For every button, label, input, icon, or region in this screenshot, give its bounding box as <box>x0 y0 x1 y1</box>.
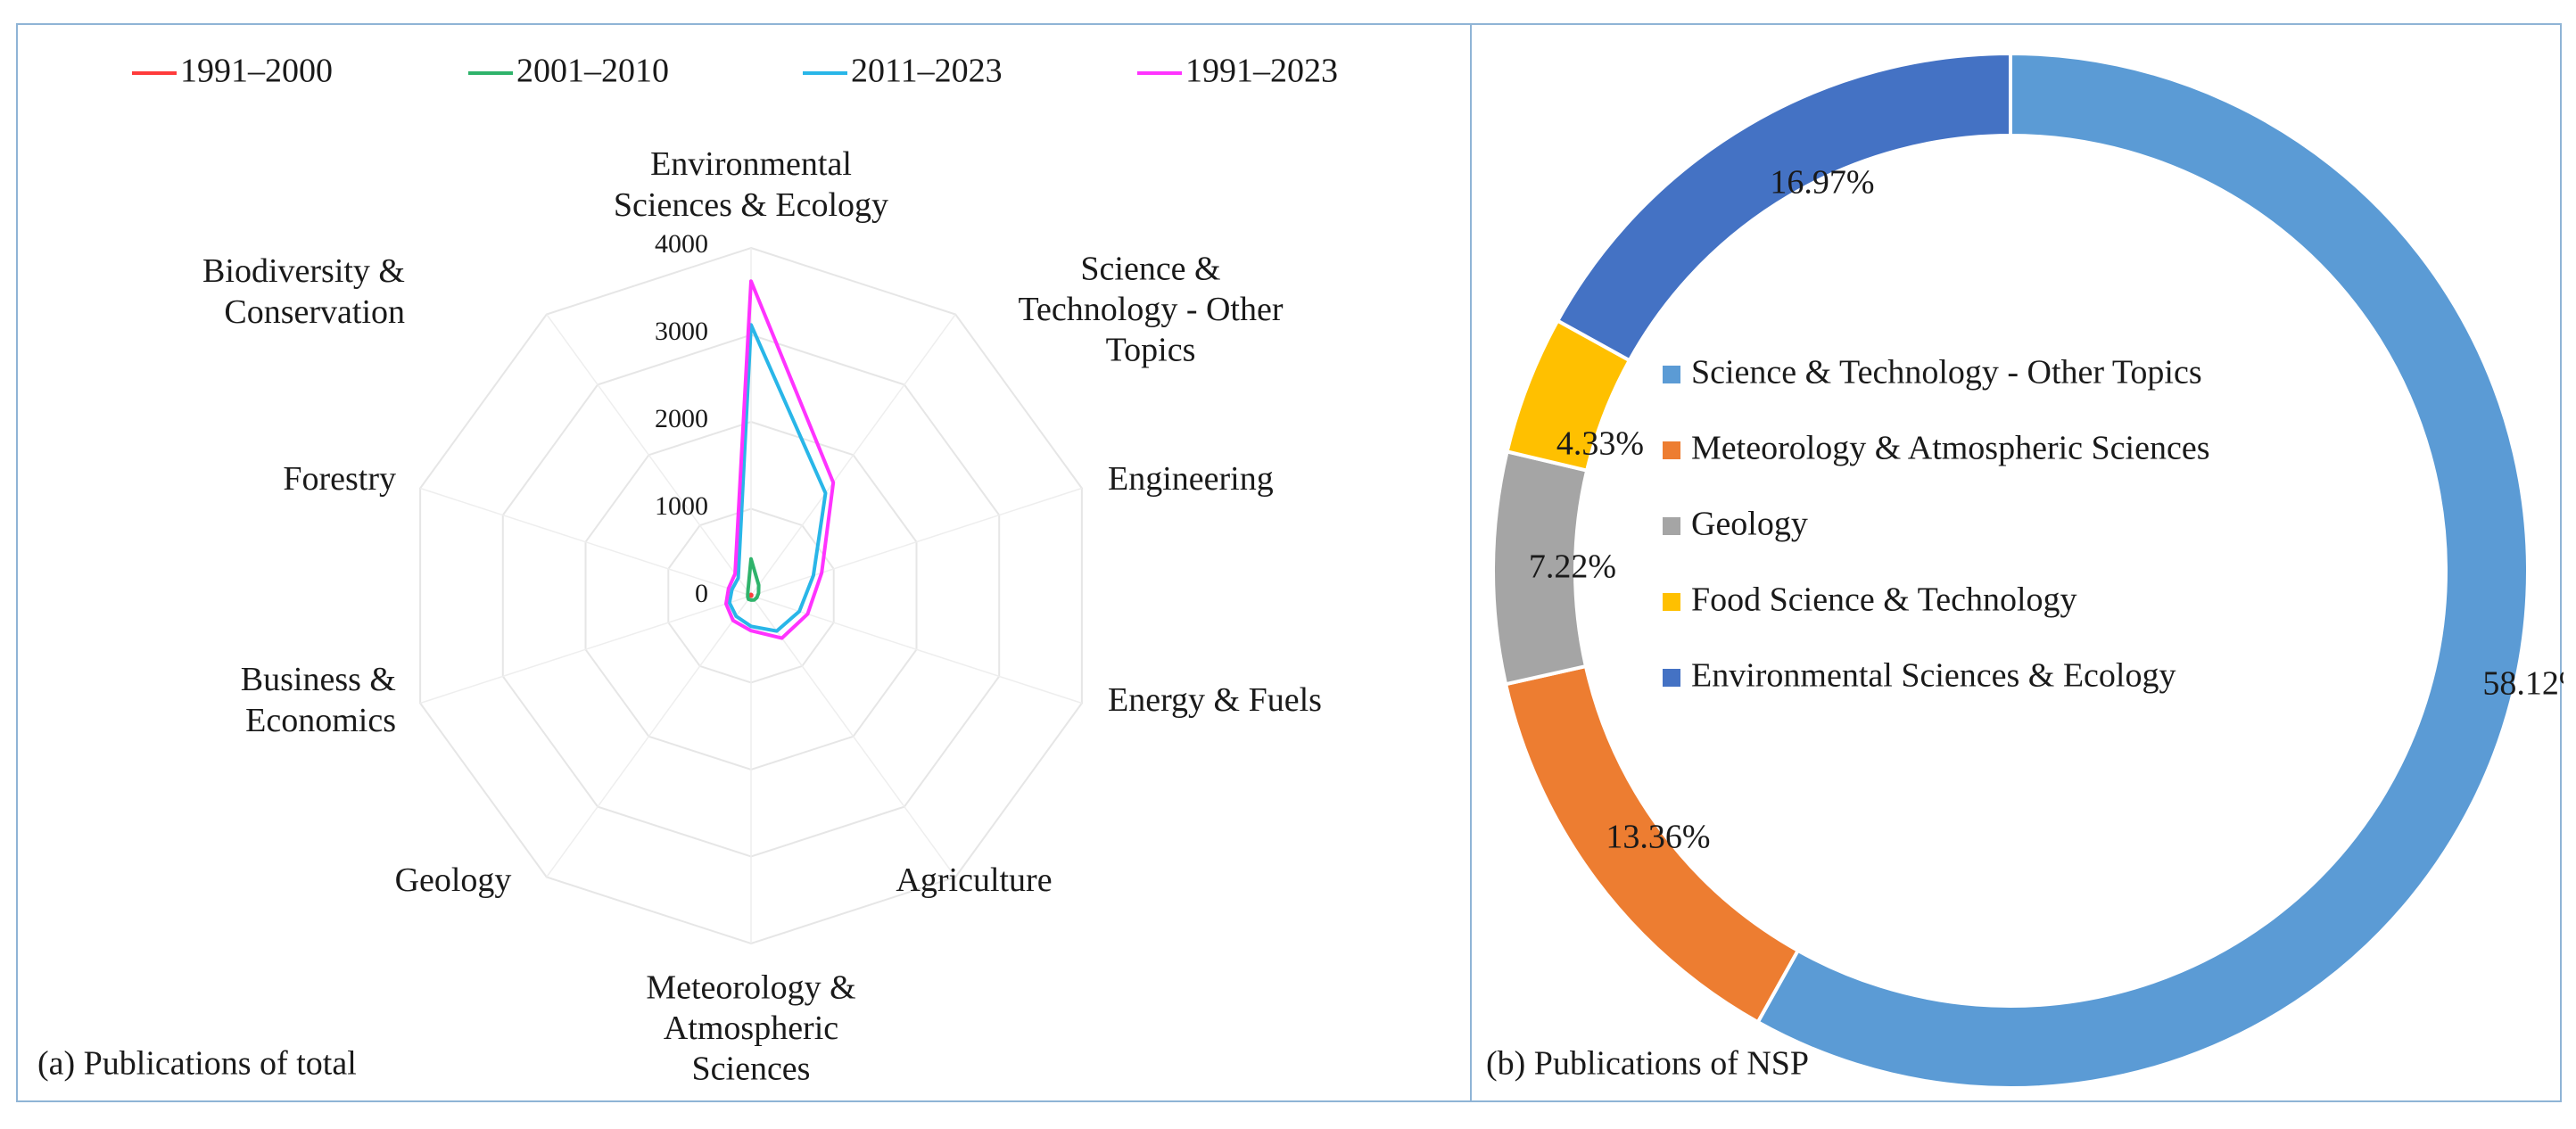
radial-tick-label: 2000 <box>655 404 708 433</box>
radar-spoke <box>750 487 1083 597</box>
donut-legend-entry: Geology <box>1663 506 1808 543</box>
radar-axis-label: Engineering <box>1108 460 1274 498</box>
radar-series-2 <box>727 323 828 633</box>
radar-axis-label: Forestry <box>283 460 396 498</box>
donut-data-label: 58.12% <box>2482 665 2564 703</box>
donut-legend-label: Meteorology & Atmospheric Sciences <box>1691 430 2210 467</box>
donut-chart: 58.12% 13.36% 7.22% 4.33% 16.97% Science & Te… <box>1486 51 2564 1090</box>
radar-axis-label: Agriculture <box>896 861 1052 899</box>
radial-tick-label: 0 <box>695 579 708 608</box>
legend-label: 1991–2000 <box>180 53 333 90</box>
radar-series-3 <box>724 279 836 640</box>
radar-spoke <box>419 595 752 705</box>
radar-spoke <box>750 314 956 597</box>
donut-legend-label: Food Science & Technology <box>1691 581 2077 619</box>
donut-slice <box>1755 51 2530 1090</box>
radar-series-0 <box>748 592 754 598</box>
donut-data-label: 16.97% <box>1770 164 1874 202</box>
radial-tick-label: 3000 <box>655 317 708 346</box>
donut-legend-label: Science & Technology - Other Topics <box>1691 354 2202 391</box>
donut-legend-swatch <box>1663 366 1680 383</box>
radar-panel: 0 1000 2000 3000 4000 Environmental Sciences &… <box>16 23 1472 1102</box>
radar-axis-label: Geology <box>395 861 512 899</box>
radar-spoke <box>750 595 956 878</box>
donut-slice <box>1555 51 2012 363</box>
donut-data-label: 13.36% <box>1606 819 1710 856</box>
radar-axis-label: Energy & Fuels <box>1108 681 1322 719</box>
legend-label: 2011–2023 <box>851 53 1003 90</box>
panel-b-caption: (b) Publications of NSP <box>1486 1045 1809 1083</box>
donut-data-label: 7.22% <box>1529 548 1616 586</box>
donut-panel: 58.12% 13.36% 7.22% 4.33% 16.97% Science & Te… <box>1470 23 2564 1102</box>
legend-entry: 2011–2023 <box>803 53 1003 90</box>
donut-legend-label: Geology <box>1691 506 1808 543</box>
radar-chart: 0 1000 2000 3000 4000 Environmental Sciences &… <box>37 53 1338 1088</box>
radar-spoke <box>546 314 752 597</box>
legend-entry: 2001–2010 <box>468 53 669 90</box>
legend-entry: 1991–2023 <box>1137 53 1338 90</box>
legend-label: 2001–2010 <box>516 53 669 90</box>
radar-axis-label: Meteorology & Atmospheric Sciences <box>646 968 855 1087</box>
radar-axis-label: Business & Economics <box>241 661 396 739</box>
donut-legend-entry: Meteorology & Atmospheric Sciences <box>1663 430 2210 467</box>
donut-legend-swatch <box>1663 593 1680 611</box>
radar-spoke <box>546 595 752 878</box>
radial-tick-label: 1000 <box>655 491 708 521</box>
donut-legend-swatch <box>1663 441 1680 459</box>
panel-a-caption: (a) Publications of total <box>37 1045 357 1083</box>
donut-legend-swatch <box>1663 669 1680 687</box>
donut-legend-label: Environmental Sciences & Ecology <box>1691 657 2176 695</box>
radial-tick-label: 4000 <box>655 229 708 259</box>
donut-data-label: 4.33% <box>1556 425 1644 463</box>
donut-legend-entry: Food Science & Technology <box>1663 581 2077 619</box>
donut-legend-swatch <box>1663 517 1680 535</box>
radar-axis-label: Science & Technology - Other Topics <box>1018 250 1283 368</box>
donut-legend-entry: Science & Technology - Other Topics <box>1663 354 2202 391</box>
legend-entry: 1991–2000 <box>132 53 333 90</box>
radar-series-1 <box>746 556 761 602</box>
radar-axis-label: Environmental Sciences & Ecology <box>614 145 888 224</box>
legend-label: 1991–2023 <box>1185 53 1338 90</box>
donut-legend-entry: Environmental Sciences & Ecology <box>1663 657 2176 695</box>
radar-grid <box>419 246 1083 945</box>
radar-axis-label: Biodiversity & Conservation <box>202 252 405 331</box>
radar-spoke <box>419 487 752 597</box>
